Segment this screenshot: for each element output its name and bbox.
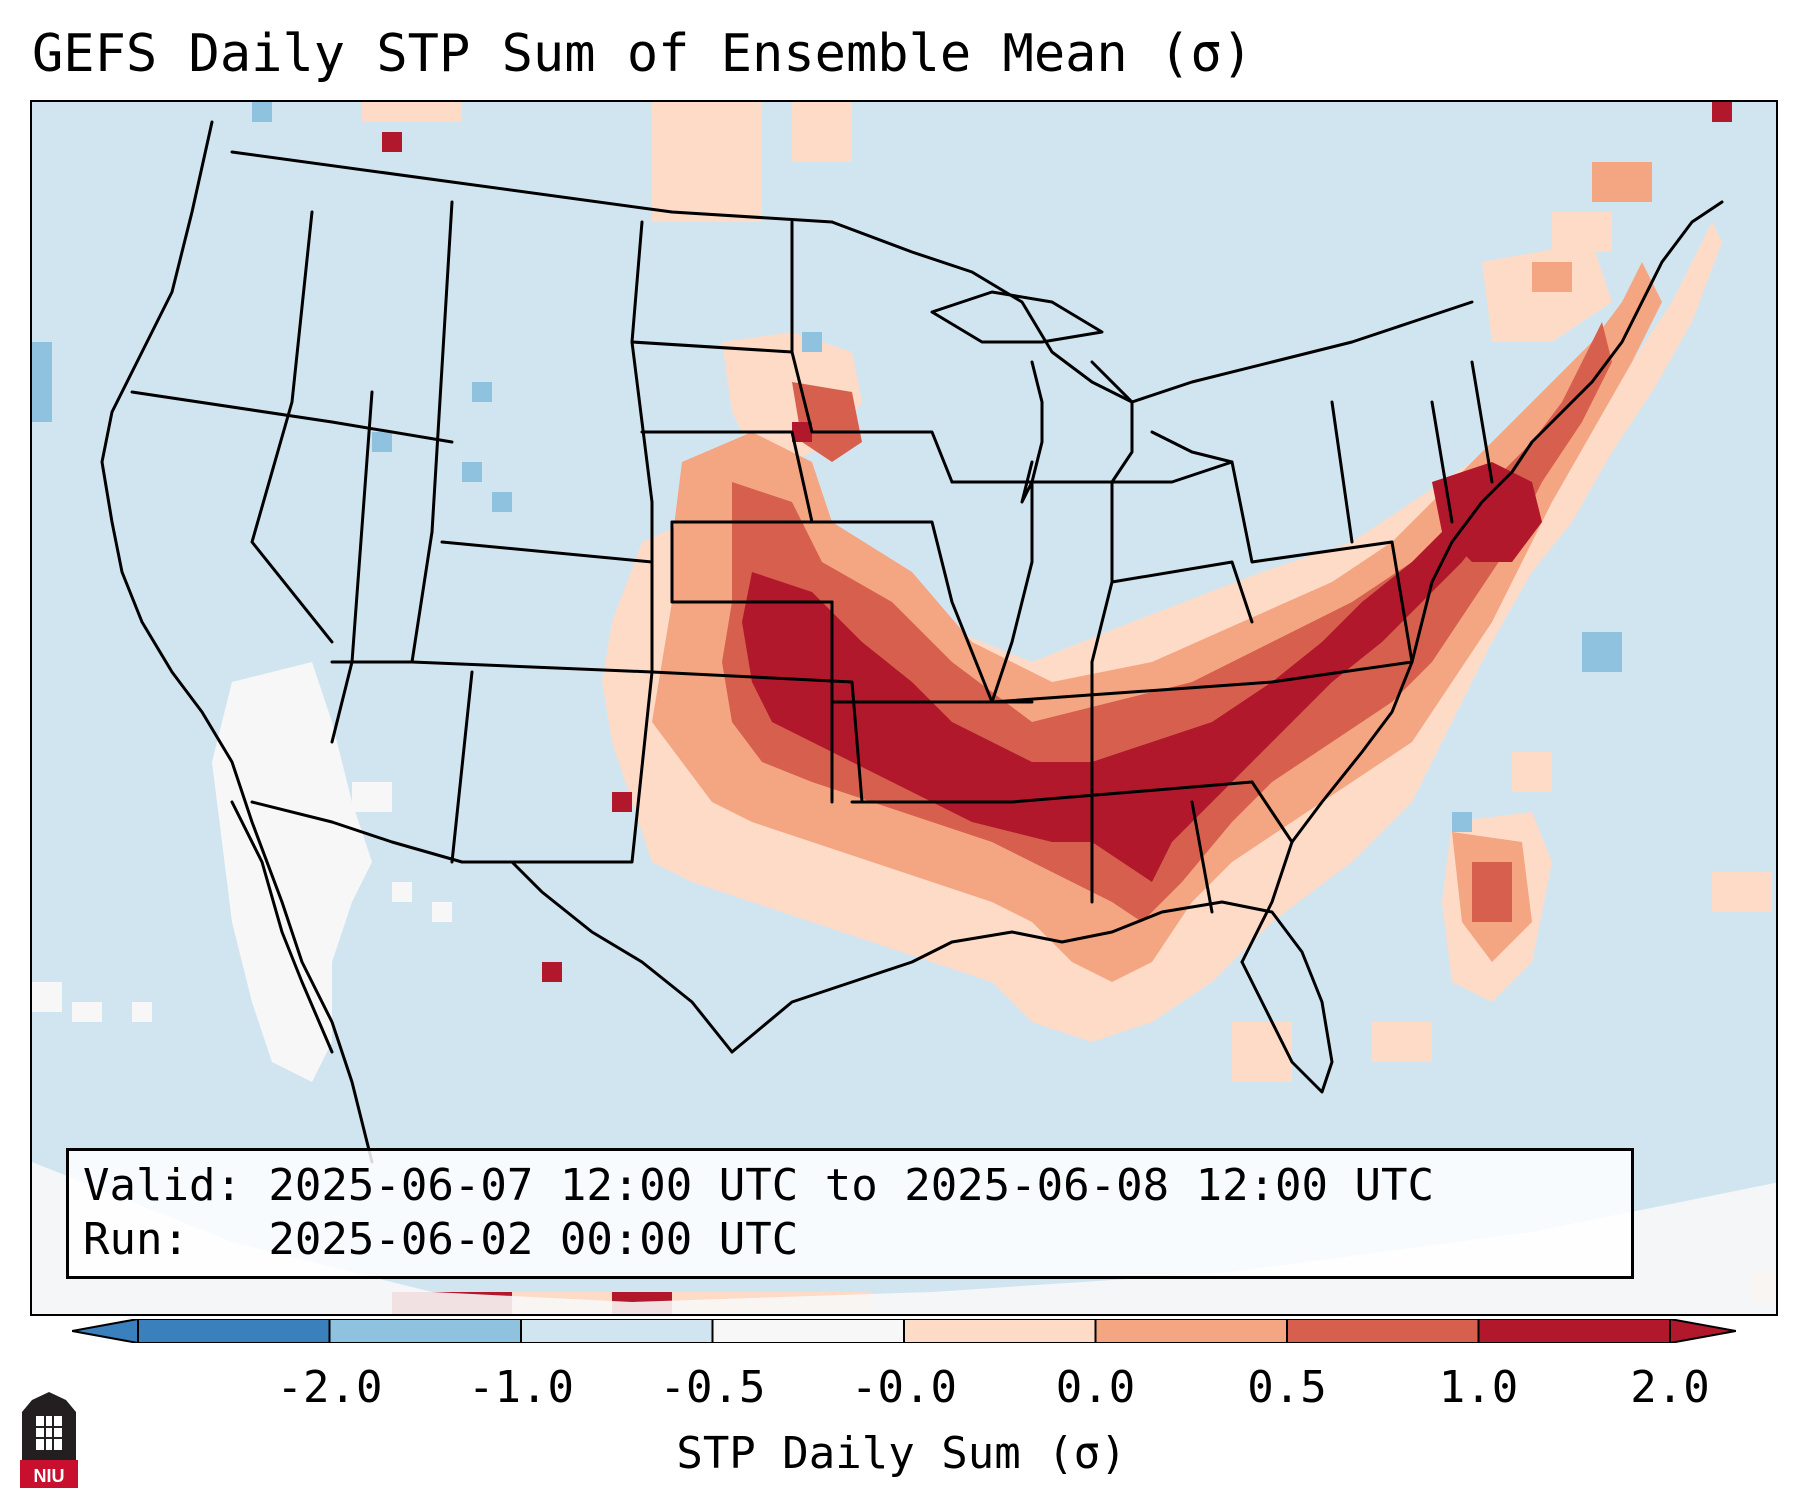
colorbar-tick-label: -0.5 — [659, 1362, 766, 1413]
stp-field-negative — [32, 102, 1622, 832]
colorbar-segment — [904, 1319, 1096, 1343]
colorbar-segment — [1095, 1319, 1288, 1343]
colorbar-tick-label: -1.0 — [468, 1362, 574, 1413]
colorbar-tick-label: 0.5 — [1247, 1362, 1327, 1413]
run-time-text: Run: 2025-06-02 00:00 UTC — [83, 1214, 799, 1265]
colorbar-segment — [712, 1319, 905, 1343]
colorbar-outline — [137, 1319, 1671, 1343]
colorbar-tick-label: 0.0 — [1055, 1362, 1136, 1413]
political-boundaries — [100, 120, 1724, 1164]
colorbar-tick-label: -2.0 — [276, 1362, 383, 1413]
niu-logo-text: NIU — [34, 1466, 65, 1486]
colorbar-segment — [521, 1319, 713, 1343]
niu-logo-icon: NIU — [20, 1392, 78, 1488]
validity-info-box: Valid: 2025-06-07 12:00 UTC to 2025-06-0… — [66, 1148, 1634, 1279]
colorbar-tick-label: 1.0 — [1438, 1362, 1519, 1413]
map-panel — [30, 100, 1778, 1316]
chart-title: GEFS Daily STP Sum of Ensemble Mean (σ) — [32, 24, 1253, 84]
colorbar-extend-min — [72, 1319, 139, 1343]
colorbar — [72, 1319, 1736, 1343]
valid-time-text: Valid: 2025-06-07 12:00 UTC to 2025-06-0… — [83, 1160, 1435, 1211]
colorbar-segment — [1287, 1319, 1479, 1343]
colorbar-tick-label: 2.0 — [1630, 1362, 1710, 1413]
colorbar-tick-label: -0.0 — [851, 1362, 957, 1413]
colorbar-segment — [329, 1319, 522, 1343]
colorbar-segment — [138, 1319, 330, 1343]
colorbar-segment — [1478, 1319, 1671, 1343]
colorbar-label: STP Daily Sum (σ) — [676, 1428, 1127, 1479]
map-canvas — [32, 102, 1776, 1314]
colorbar-extend-max — [1669, 1319, 1736, 1343]
